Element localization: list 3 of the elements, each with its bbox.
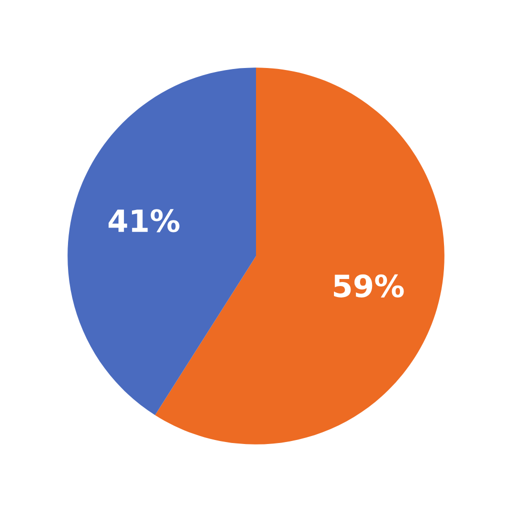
- pie-slice: [68, 68, 256, 416]
- data-label: 41%: [108, 209, 180, 232]
- data-label: 59%: [334, 274, 404, 298]
